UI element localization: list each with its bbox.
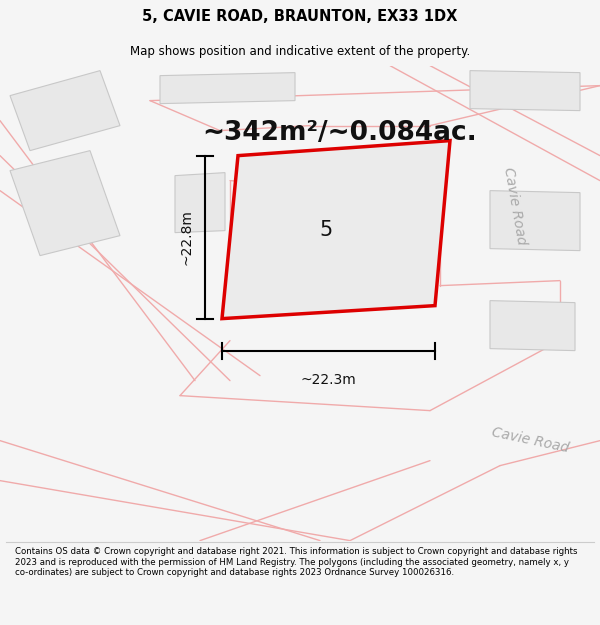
Polygon shape [160,72,295,104]
Text: 5, CAVIE ROAD, BRAUNTON, EX33 1DX: 5, CAVIE ROAD, BRAUNTON, EX33 1DX [142,9,458,24]
Polygon shape [10,151,120,256]
Text: 5: 5 [320,220,333,240]
Polygon shape [470,71,580,111]
Polygon shape [10,71,120,151]
Text: Cavie Road: Cavie Road [490,426,570,456]
Polygon shape [175,173,225,232]
Text: Map shows position and indicative extent of the property.: Map shows position and indicative extent… [130,45,470,58]
Text: Cavie Road: Cavie Road [501,166,529,246]
Polygon shape [222,141,450,319]
Polygon shape [310,171,430,286]
Text: Contains OS data © Crown copyright and database right 2021. This information is : Contains OS data © Crown copyright and d… [15,548,577,577]
Text: ~22.3m: ~22.3m [301,372,356,387]
Polygon shape [490,191,580,251]
Text: ~22.8m: ~22.8m [180,209,194,265]
Text: ~342m²/~0.084ac.: ~342m²/~0.084ac. [203,119,478,146]
Polygon shape [490,301,575,351]
